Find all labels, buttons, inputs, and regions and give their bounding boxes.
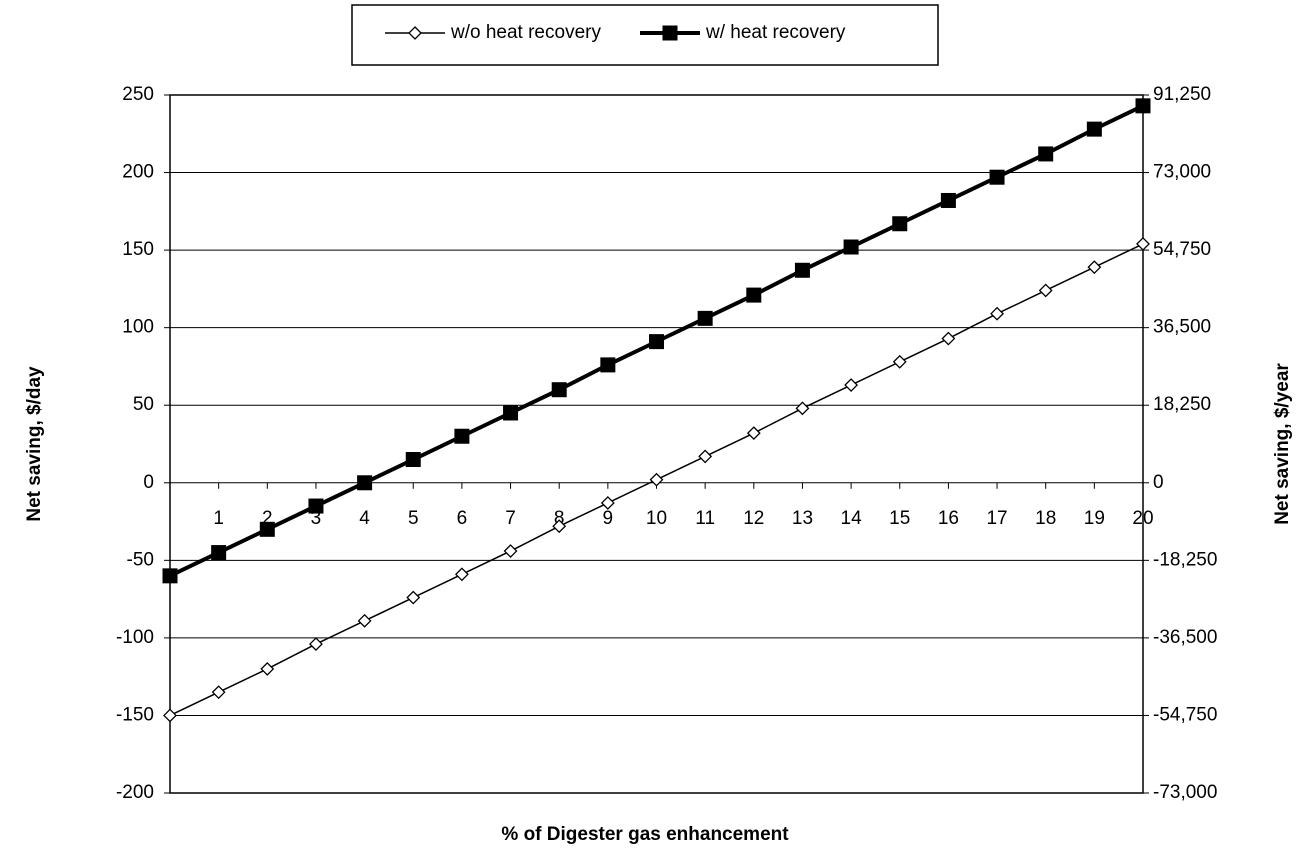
y2-axis-title: Net saving, $/year	[1272, 363, 1293, 525]
x-tick-label: 7	[505, 508, 516, 529]
y-tick-label: 50	[133, 394, 154, 415]
point	[309, 637, 323, 652]
point	[892, 354, 907, 369]
point	[1038, 146, 1054, 162]
point	[163, 708, 177, 723]
point	[503, 405, 519, 421]
y2-tick-label: 0	[1153, 472, 1164, 493]
point	[941, 331, 956, 346]
x-tick-label: 16	[938, 508, 959, 529]
x-tick-label: 1	[213, 508, 224, 529]
x-tick-label: 8	[554, 508, 565, 529]
point	[794, 262, 810, 278]
x-tick-label: 6	[457, 508, 468, 529]
x-tick-label: 11	[695, 508, 715, 529]
y2-tick-label: 91,250	[1153, 84, 1211, 105]
point	[259, 521, 275, 537]
point	[940, 192, 956, 208]
plot-border	[169, 94, 1144, 794]
point	[260, 661, 275, 676]
point	[552, 519, 567, 534]
x-tick-label: 15	[889, 508, 910, 529]
point	[1038, 283, 1053, 298]
point	[844, 378, 859, 392]
y2-tick-label: 18,250	[1153, 394, 1211, 415]
y2-tick-label: -54,750	[1153, 704, 1217, 725]
legend-marker	[408, 26, 422, 40]
y-tick-label: 150	[122, 239, 154, 260]
x-tick-label: 4	[359, 508, 370, 529]
point	[649, 472, 664, 487]
point	[1087, 260, 1102, 275]
y2-tick-label: -73,000	[1153, 782, 1217, 803]
x-tick-label: 10	[646, 508, 667, 529]
point	[454, 428, 470, 444]
y-tick-label: -100	[116, 627, 154, 648]
y2-tick-label: 36,500	[1153, 317, 1211, 338]
legend-label: w/ heat recovery	[705, 22, 846, 43]
x-tick-label: 20	[1132, 508, 1153, 529]
x-tick-label: 14	[841, 508, 863, 529]
y-tick-label: -50	[127, 549, 154, 570]
point	[357, 475, 373, 491]
y-tick-label: 0	[143, 472, 154, 493]
point	[551, 382, 567, 398]
point	[649, 334, 664, 350]
x-tick-label: 2	[262, 508, 273, 529]
x-tick-label: 3	[311, 508, 322, 529]
point	[1135, 98, 1151, 114]
point	[1086, 121, 1102, 137]
point	[211, 685, 226, 700]
y2-tick-label: 54,750	[1153, 239, 1211, 260]
y2-tick-label: -18,250	[1153, 549, 1217, 570]
point	[503, 544, 518, 558]
point	[162, 568, 178, 584]
legend-label: w/o heat recovery	[450, 22, 601, 43]
y-tick-label: -200	[116, 782, 154, 803]
x-tick-label: 13	[792, 508, 813, 529]
point	[357, 613, 372, 628]
y2-tick-label: -36,500	[1153, 627, 1217, 648]
point	[308, 498, 324, 514]
x-axis-title: % of Digester gas enhancement	[501, 824, 789, 845]
point	[211, 545, 227, 561]
x-tick-label: 5	[408, 508, 419, 529]
point	[600, 357, 616, 373]
point	[746, 426, 761, 441]
x-tick-label: 18	[1035, 508, 1056, 529]
y-tick-label: 100	[122, 317, 154, 338]
point	[454, 567, 469, 582]
point	[405, 452, 421, 468]
point	[990, 306, 1004, 321]
point	[698, 449, 713, 464]
point	[795, 401, 810, 416]
x-tick-label: 12	[743, 508, 764, 529]
y-tick-label: 250	[122, 84, 154, 105]
x-tick-label: 17	[986, 508, 1007, 529]
point	[600, 496, 615, 510]
point	[892, 216, 908, 232]
y-tick-label: -150	[116, 704, 154, 725]
legend-marker	[662, 25, 678, 41]
x-tick-label: 19	[1084, 508, 1105, 529]
y-axis-title: Net saving, $/day	[24, 366, 45, 522]
x-tick-label: 9	[603, 508, 614, 529]
point	[989, 169, 1005, 185]
point	[406, 590, 421, 605]
point	[697, 310, 713, 326]
point	[746, 287, 762, 303]
point	[1136, 236, 1150, 251]
y-tick-label: 200	[122, 162, 154, 183]
y2-tick-label: 73,000	[1153, 162, 1211, 183]
point	[843, 239, 859, 255]
